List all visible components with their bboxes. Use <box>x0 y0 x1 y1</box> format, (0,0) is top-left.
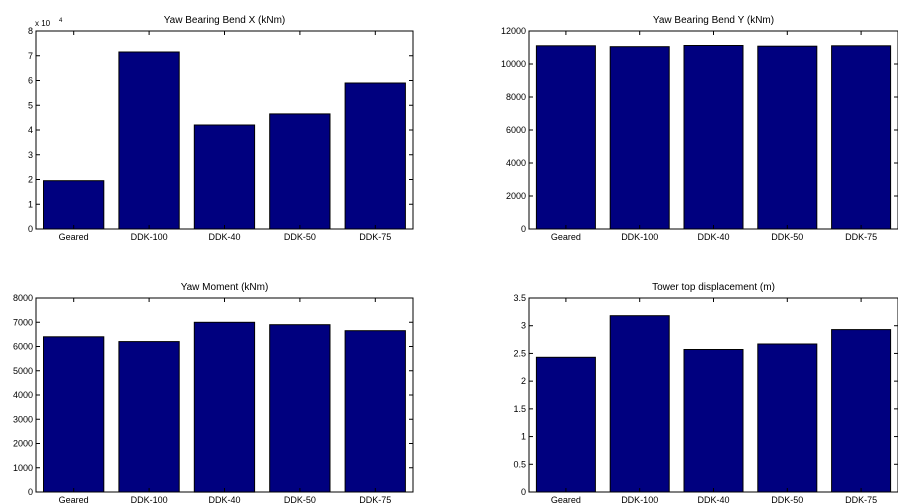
y-tick-label: 1000 <box>13 463 33 473</box>
bar-ddk-75 <box>831 45 892 230</box>
bar-ddk-40 <box>683 349 744 493</box>
x-tick-label: DDK-40 <box>208 232 240 242</box>
y-tick-label: 2000 <box>506 191 526 201</box>
y-multiplier-label: x 10 <box>35 19 51 28</box>
y-tick-label: 12000 <box>501 26 526 36</box>
bar-geared <box>535 45 596 230</box>
y-tick-label: 6 <box>28 76 33 86</box>
y-tick-label: 1 <box>521 432 526 442</box>
x-tick-label: DDK-50 <box>284 495 316 504</box>
y-tick-label: 0 <box>521 487 526 497</box>
x-tick-label: DDK-75 <box>845 232 877 242</box>
y-tick-label: 4 <box>28 125 33 135</box>
x-tick-label: DDK-75 <box>845 495 877 504</box>
chart-title: Yaw Bearing Bend Y (kNm) <box>653 15 774 26</box>
x-tick-label: DDK-40 <box>208 495 240 504</box>
bar-ddk-75 <box>344 330 406 493</box>
chart-panel-3: 0 1000 2000 3000 4000 5000 6000 7000 8000 Geared D… <box>13 282 414 504</box>
bar-ddk-50 <box>269 324 331 493</box>
y-tick-label: 2 <box>28 175 33 185</box>
y-tick-label: 4000 <box>506 158 526 168</box>
bar-ddk-100 <box>609 315 670 493</box>
x-tick-label: DDK-40 <box>697 232 729 242</box>
x-tick-label: DDK-75 <box>359 232 391 242</box>
bar-ddk-100 <box>118 341 180 493</box>
x-tick-label: DDK-100 <box>131 232 168 242</box>
bar-ddk-50 <box>269 113 331 230</box>
y-tick-label: 0 <box>28 487 33 497</box>
y-tick-label: 3 <box>28 150 33 160</box>
chart-panel-4: 0 0.5 1 1.5 2 2.5 3 3.5 Geared DDK-100 DDK-40 DDK-5… <box>513 282 898 504</box>
y-tick-label: 2 <box>521 376 526 386</box>
y-tick-label: 6000 <box>13 342 33 352</box>
x-tick-label: DDK-100 <box>621 232 658 242</box>
bar-geared <box>43 180 105 230</box>
chart-panel-1: 0 1 2 3 4 5 6 7 8 Geared DDK-100 DDK-40 DDK-50 DDK-75… <box>28 15 414 242</box>
y-tick-label: 6000 <box>506 125 526 135</box>
chart-panel-2: 0 2000 4000 6000 8000 10000 12000 Geared DDK-100… <box>501 15 898 242</box>
x-tick-label: Geared <box>59 495 89 504</box>
y-tick-label: 7000 <box>13 317 33 327</box>
bar-ddk-40 <box>683 45 744 230</box>
bar-ddk-75 <box>344 82 406 230</box>
x-tick-label: Geared <box>551 495 581 504</box>
y-multiplier-exponent: 4 <box>59 18 63 24</box>
bar-ddk-75 <box>831 329 892 493</box>
y-tick-label: 0 <box>521 224 526 234</box>
y-tick-label: 3 <box>521 321 526 331</box>
y-tick-label: 3.5 <box>513 293 526 303</box>
bar-ddk-100 <box>609 46 670 230</box>
y-tick-label: 8000 <box>506 92 526 102</box>
bar-geared <box>43 336 105 493</box>
chart-title: Yaw Moment (kNm) <box>181 282 269 293</box>
chart-title: Yaw Bearing Bend X (kNm) <box>164 15 286 26</box>
x-tick-label: DDK-40 <box>697 495 729 504</box>
chart-title: Tower top displacement (m) <box>652 282 775 293</box>
y-tick-label: 0 <box>28 224 33 234</box>
x-tick-label: DDK-100 <box>131 495 168 504</box>
x-tick-label: DDK-50 <box>771 232 803 242</box>
y-tick-label: 5000 <box>13 366 33 376</box>
y-tick-label: 8 <box>28 26 33 36</box>
y-tick-label: 1.5 <box>513 404 526 414</box>
y-tick-label: 1 <box>28 199 33 209</box>
y-tick-label: 7 <box>28 51 33 61</box>
x-tick-label: DDK-75 <box>359 495 391 504</box>
x-tick-label: DDK-50 <box>771 495 803 504</box>
y-tick-label: 3000 <box>13 414 33 424</box>
y-tick-label: 2.5 <box>513 348 526 358</box>
y-tick-label: 2000 <box>13 439 33 449</box>
x-tick-label: DDK-100 <box>621 495 658 504</box>
y-tick-label: 5 <box>28 100 33 110</box>
bar-ddk-50 <box>757 343 818 493</box>
x-tick-label: Geared <box>551 232 581 242</box>
bar-ddk-100 <box>118 51 180 230</box>
bar-ddk-40 <box>193 124 256 230</box>
y-tick-label: 10000 <box>501 59 526 69</box>
y-tick-label: 0.5 <box>513 459 526 469</box>
y-tick-label: 8000 <box>13 293 33 303</box>
bar-ddk-40 <box>193 321 256 493</box>
bar-ddk-50 <box>757 45 818 230</box>
y-tick-label: 4000 <box>13 390 33 400</box>
bar-geared <box>535 356 596 493</box>
x-tick-label: Geared <box>59 232 89 242</box>
x-tick-label: DDK-50 <box>284 232 316 242</box>
